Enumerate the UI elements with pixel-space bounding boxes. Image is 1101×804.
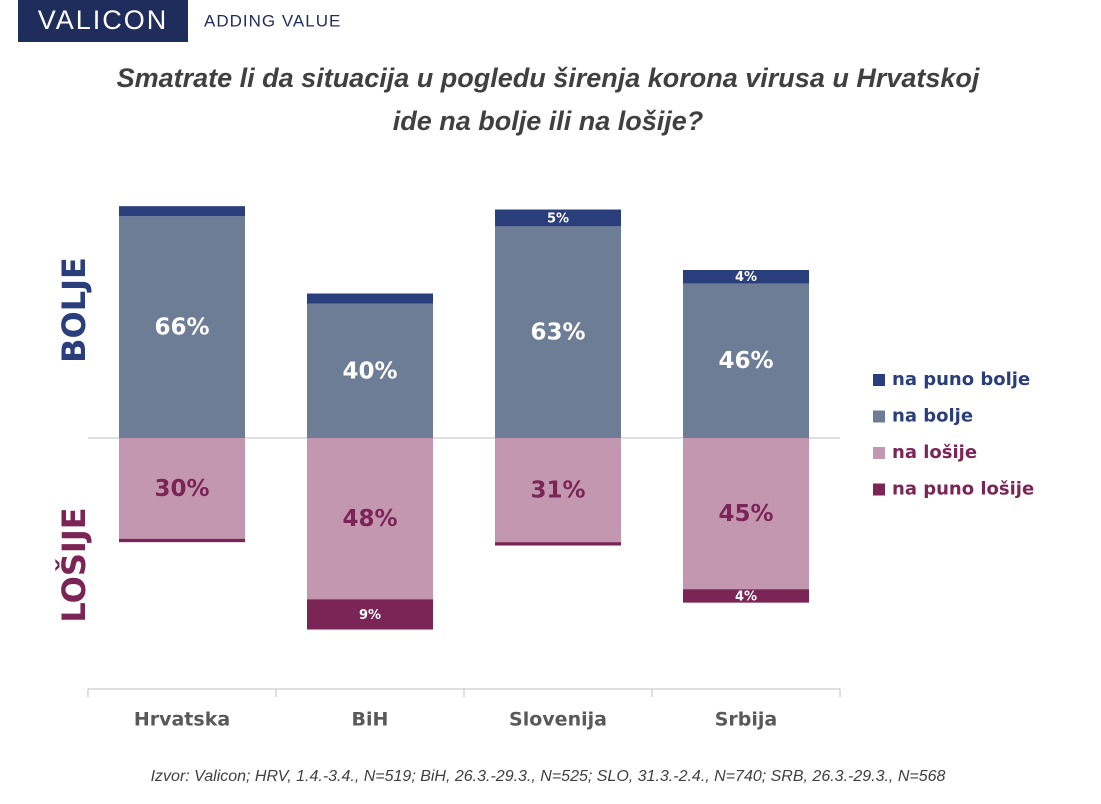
source-note: Izvor: Valicon; HRV, 1.4.-3.4., N=519; B… (151, 768, 946, 785)
data-label: 48% (342, 506, 397, 532)
x-tick-label: Srbija (715, 709, 778, 731)
bar-segment (495, 226, 621, 438)
bar-segment (683, 270, 809, 284)
bar-segment (683, 589, 809, 603)
legend-label: na puno bolje (892, 369, 1030, 390)
bar-segment (495, 209, 621, 227)
bar-segment (495, 542, 621, 546)
bar-segment (307, 293, 433, 304)
legend-label: na lošije (892, 442, 977, 463)
data-label: 30% (154, 476, 209, 502)
bar-segment (683, 438, 809, 590)
chart-title: ide na bolje ili na lošije? (393, 106, 704, 136)
negative-label: LOŠIJE (54, 507, 93, 622)
bar-segment (683, 283, 809, 438)
legend-swatch (873, 447, 885, 459)
data-label: 66% (154, 315, 209, 341)
data-label: 63% (530, 320, 585, 346)
data-label: 40% (342, 358, 397, 384)
data-label: 31% (530, 478, 585, 504)
legend-label: na puno lošije (892, 479, 1034, 500)
bar-segment (307, 599, 433, 630)
bar-segment (307, 303, 433, 438)
bar-segment (307, 438, 433, 600)
x-tick-label: Hrvatska (134, 709, 230, 731)
data-label: 45% (718, 501, 773, 527)
data-label: 9% (359, 608, 381, 623)
brand-box (18, 0, 188, 42)
data-label: 46% (718, 348, 773, 374)
legend-swatch (873, 410, 885, 423)
legend-label: na bolje (892, 406, 973, 427)
bar-segment (119, 438, 245, 539)
x-tick-label: Slovenija (509, 709, 607, 731)
legend-swatch (873, 483, 885, 496)
legend-swatch (873, 374, 885, 386)
bar-segment (119, 206, 245, 217)
chart-title: Smatrate li da situacija u pogledu širen… (117, 63, 980, 93)
x-tick-label: BiH (352, 709, 389, 731)
bar-segment (119, 216, 245, 438)
bar-segment (495, 438, 621, 543)
data-label: 5% (547, 211, 569, 226)
data-label: 4% (735, 270, 757, 285)
data-label: 4% (735, 589, 757, 604)
brand: VALICON (38, 5, 169, 35)
tagline: ADDING VALUE (204, 11, 341, 30)
bar-segment (119, 538, 245, 543)
positive-label: BOLJE (55, 257, 93, 363)
